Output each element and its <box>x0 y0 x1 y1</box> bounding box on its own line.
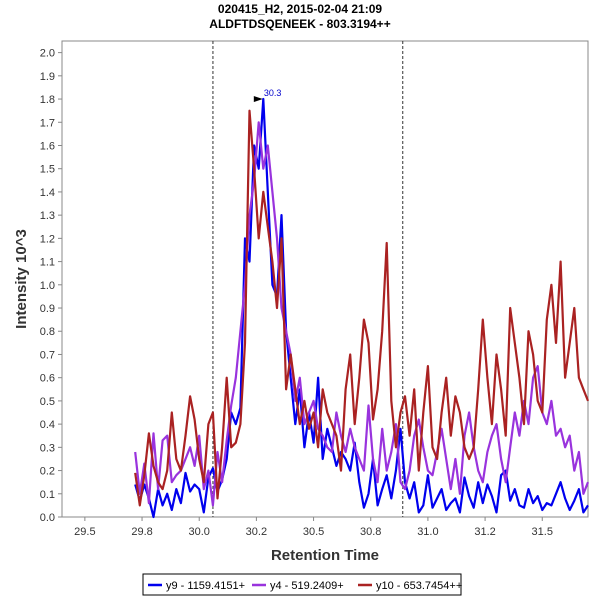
y-tick-label: 1.5 <box>40 164 55 176</box>
x-tick-label: 31.0 <box>417 526 438 538</box>
y-tick-label: 1.8 <box>40 94 55 106</box>
y-tick-label: 0.4 <box>40 419 55 431</box>
x-tick-label: 30.8 <box>360 526 381 538</box>
y-tick-label: 0.3 <box>40 442 55 454</box>
y-tick-label: 0.7 <box>40 349 55 361</box>
x-tick-label: 30.5 <box>303 526 324 538</box>
y-tick-label: 1.7 <box>40 117 55 129</box>
y-tick-label: 0.8 <box>40 326 55 338</box>
x-axis-label: Retention Time <box>271 547 379 564</box>
y-tick-label: 0.5 <box>40 396 55 408</box>
x-tick-label: 31.5 <box>532 526 553 538</box>
y-tick-label: 1.0 <box>40 280 55 292</box>
x-tick-label: 30.0 <box>189 526 210 538</box>
y-axis-label: Intensity 10^3 <box>13 229 30 329</box>
x-tick-label: 31.2 <box>474 526 495 538</box>
series-lines <box>134 97 590 519</box>
y-tick-label: 1.4 <box>40 187 55 199</box>
legend: y9 - 1159.4151+ y4 - 519.2409+ y10 - 653.7… <box>148 580 462 592</box>
y-tick-label: 0.1 <box>40 489 55 501</box>
chart-title: 020415_H2, 2015-02-04 21:09 <box>218 2 382 16</box>
legend-box <box>142 573 462 596</box>
y-tick-label: 0.2 <box>40 466 55 478</box>
y-tick-label: 0.6 <box>40 373 55 385</box>
x-tick-label: 30.2 <box>246 526 267 538</box>
chart-subtitle: ALDFTDSQENEEK - 803.3194++ <box>209 17 390 31</box>
legend-label: y10 - 653.7454++ <box>376 580 462 592</box>
x-tick-label: 29.8 <box>131 526 152 538</box>
legend-label: y4 - 519.2409+ <box>270 580 344 592</box>
y-tick-label: 0.0 <box>40 512 55 524</box>
y-tick-label: 2.0 <box>40 48 55 60</box>
y-tick-label: 1.1 <box>40 257 55 269</box>
peak-marker-arrow <box>253 96 263 103</box>
boundary-lines <box>212 41 404 517</box>
peak-annotation: 30.3 <box>253 88 282 103</box>
series-line <box>134 109 590 507</box>
y-tick-label: 1.3 <box>40 210 55 222</box>
legend-label: y9 - 1159.4151+ <box>166 580 245 592</box>
series-line <box>134 97 589 519</box>
y-tick-label: 1.9 <box>40 71 55 83</box>
x-axis: 29.5 29.8 30.0 30.2 30.5 30.8 31.0 31.2 31.5 <box>74 517 553 538</box>
x-tick-label: 29.5 <box>74 526 95 538</box>
y-tick-label: 1.2 <box>40 233 55 245</box>
series-line <box>134 121 590 507</box>
y-axis: 0.0 0.1 0.2 0.3 0.4 0.5 0.6 0.7 0.8 0.9 1.0 1.1 1.2 1… <box>40 48 62 524</box>
y-tick-label: 0.9 <box>40 303 55 315</box>
peak-label: 30.3 <box>264 88 282 98</box>
y-tick-label: 1.6 <box>40 140 55 152</box>
